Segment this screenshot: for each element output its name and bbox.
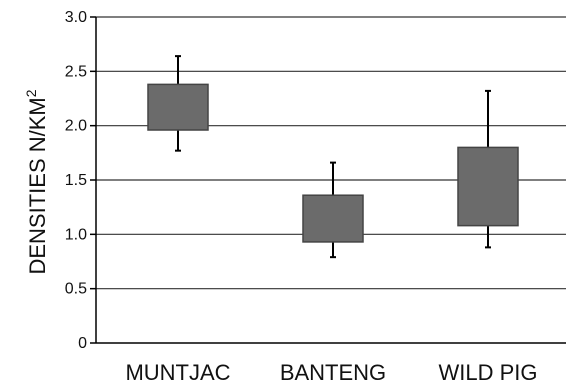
box-muntjac [147,55,209,152]
box-rect [302,194,364,243]
y-tick-label-1: 0.5 [65,281,87,298]
y-axis-label: DENSITIES N/KM2 [23,89,50,274]
y-tick-label-3: 1.5 [65,172,87,189]
y-tick-label-2: 1.0 [65,226,87,243]
axes [90,16,566,344]
y-tick-label-0: 0 [78,335,87,352]
tick-labels: 0 0.5 1.0 1.5 2.0 2.5 3.0 MUNTJAC BANTENG WILD PI… [65,9,538,385]
box-banteng [302,161,364,259]
y-tick-label-5: 2.5 [65,63,87,80]
x-tick-label-1: BANTENG [280,360,386,385]
x-tick-label-2: WILD PIG [438,360,537,385]
box-rect [457,146,519,227]
box-rect [147,83,209,131]
box-wild-pig [457,89,519,249]
y-tick-label-6: 3.0 [65,9,87,26]
box-series [147,55,519,259]
y-tick-label-4: 2.0 [65,118,87,135]
x-tick-label-0: MUNTJAC [125,360,230,385]
